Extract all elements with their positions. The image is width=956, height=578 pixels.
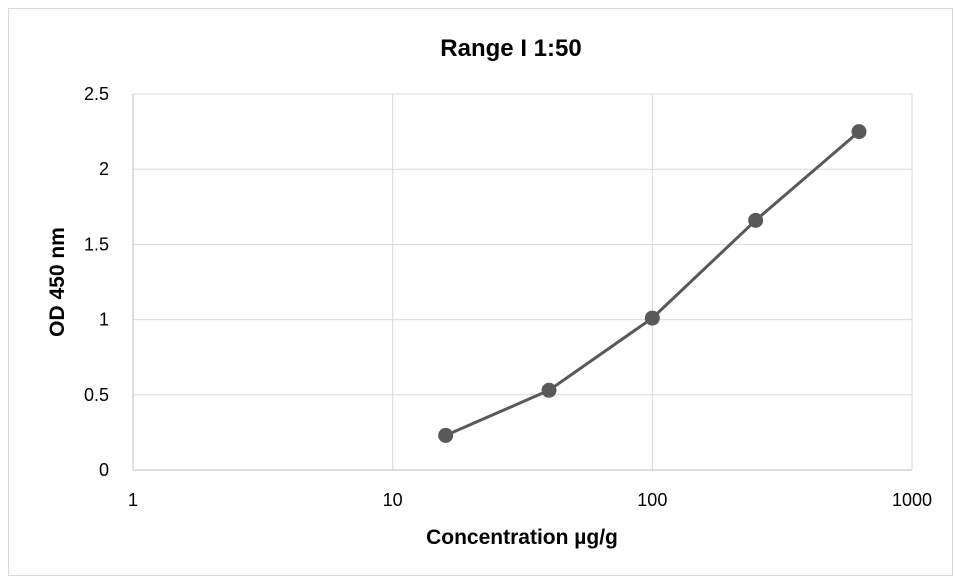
x-tick-labels: 1 10 100 1000 [128,490,932,510]
chart-frame [8,8,953,576]
data-point [438,427,454,443]
data-point [541,382,557,398]
data-point [851,124,867,140]
data-point [644,310,660,326]
y-tick-label: 2 [99,159,109,179]
y-tick-label: 2.5 [84,84,109,104]
y-axis-title: OD 450 nm [46,227,69,337]
y-tick-labels: 0 0.5 1 1.5 2 2.5 [84,84,109,480]
chart-title: Range I 1:50 [440,35,581,62]
x-tick-label: 1000 [892,490,932,510]
y-tick-label: 1 [99,310,109,330]
x-tick-label: 1 [128,490,138,510]
y-tick-label: 0 [99,460,109,480]
data-point [748,212,764,228]
series [438,124,867,443]
axes [132,94,912,471]
x-tick-label: 100 [637,490,667,510]
x-tick-label: 10 [383,490,403,510]
x-axis-title: Concentration µg/g [426,526,618,549]
y-tick-label: 0.5 [84,385,109,405]
grid [133,93,913,470]
y-tick-label: 1.5 [84,234,109,254]
